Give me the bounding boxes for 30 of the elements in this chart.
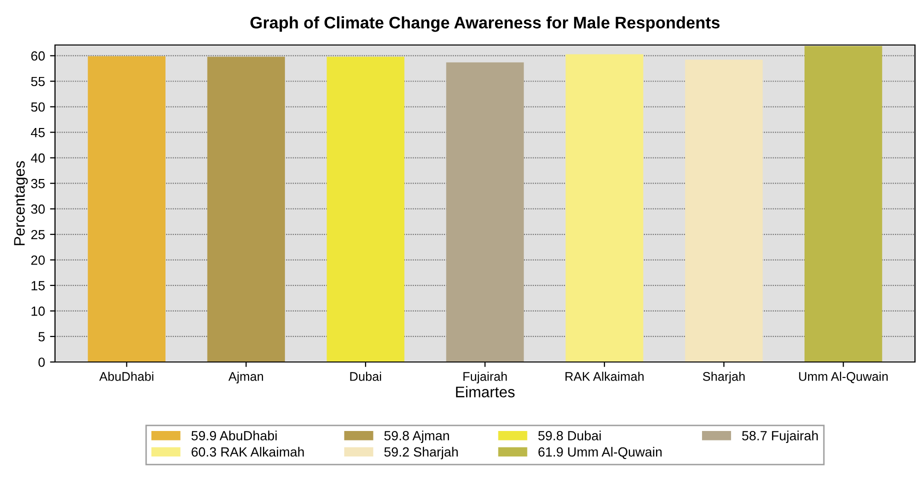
y-tick-label: 60 — [31, 51, 45, 61]
legend-label: 59.2 Sharjah — [384, 446, 458, 460]
x-tick-label: Dubai — [350, 372, 382, 381]
y-tick-label: 35 — [31, 178, 45, 188]
y-tick-label: 10 — [32, 306, 45, 316]
x-tick-label: Fujairah — [463, 372, 507, 384]
y-tick-label: 50 — [31, 102, 45, 112]
y-tick-label: 20 — [31, 255, 45, 265]
x-tick-label: Sharjah — [702, 372, 745, 384]
x-tick-label: Ajman — [228, 372, 264, 384]
legend-label: 59.8 Dubai — [538, 430, 601, 440]
x-axis-title: Eimartes — [456, 386, 515, 398]
y-tick-label: 0 — [38, 358, 45, 367]
chart-title: Graph of Climate Change Awareness for Male Respondents — [250, 16, 720, 32]
x-tick-label: AbuDhabi — [99, 372, 154, 381]
y-tick-label: 30 — [31, 204, 45, 214]
x-tick-label: Umm Al-Quwain — [799, 372, 888, 384]
y-tick-label: 40 — [30, 153, 45, 163]
legend-label: 60.3 RAK Alkaimah — [192, 446, 304, 457]
legend-label: 59.8 Ajman — [384, 430, 449, 443]
y-axis-title: Percentages — [14, 161, 28, 246]
x-tick-label: RAK Alkaimah — [566, 372, 644, 381]
legend-label: 58.7 Fujairah — [742, 430, 818, 443]
y-tick-label: 45 — [30, 128, 45, 138]
y-tick-label: 55 — [31, 76, 45, 86]
legend-label: 61.9 Umm Al-Quwain — [538, 446, 662, 459]
y-tick-label: 15 — [32, 281, 45, 290]
y-tick-label: 5 — [38, 332, 45, 342]
legend-label: 59.9 AbuDhabi — [191, 430, 277, 440]
y-tick-label: 25 — [31, 230, 45, 240]
